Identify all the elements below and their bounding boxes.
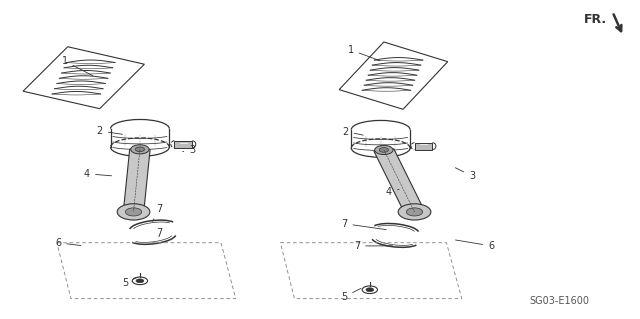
Text: 4: 4 bbox=[84, 169, 111, 179]
Text: 5: 5 bbox=[122, 277, 138, 288]
Text: 7: 7 bbox=[341, 219, 386, 230]
Circle shape bbox=[380, 148, 388, 152]
Circle shape bbox=[398, 204, 431, 220]
Polygon shape bbox=[415, 143, 433, 150]
Polygon shape bbox=[374, 149, 424, 213]
Text: 7: 7 bbox=[153, 204, 162, 221]
Text: 7: 7 bbox=[156, 228, 162, 238]
Circle shape bbox=[117, 204, 150, 220]
Text: 3: 3 bbox=[182, 145, 195, 155]
Circle shape bbox=[135, 147, 145, 152]
Text: 7: 7 bbox=[354, 241, 392, 251]
Text: 6: 6 bbox=[55, 238, 81, 248]
Circle shape bbox=[125, 208, 141, 216]
Text: 2: 2 bbox=[97, 126, 122, 136]
Text: 5: 5 bbox=[341, 288, 361, 302]
Circle shape bbox=[406, 208, 422, 216]
Circle shape bbox=[136, 279, 144, 283]
Text: 1: 1 bbox=[348, 45, 380, 61]
Text: 1: 1 bbox=[61, 56, 93, 76]
Text: SG03-E1600: SG03-E1600 bbox=[529, 296, 589, 306]
Text: 6: 6 bbox=[456, 240, 494, 251]
Circle shape bbox=[366, 288, 374, 292]
Polygon shape bbox=[124, 149, 150, 212]
Circle shape bbox=[131, 145, 149, 154]
Text: FR.: FR. bbox=[584, 13, 607, 26]
Polygon shape bbox=[174, 141, 192, 148]
Circle shape bbox=[374, 145, 393, 154]
Text: 3: 3 bbox=[455, 168, 475, 181]
Text: 2: 2 bbox=[342, 127, 364, 137]
Text: 4: 4 bbox=[386, 187, 399, 197]
